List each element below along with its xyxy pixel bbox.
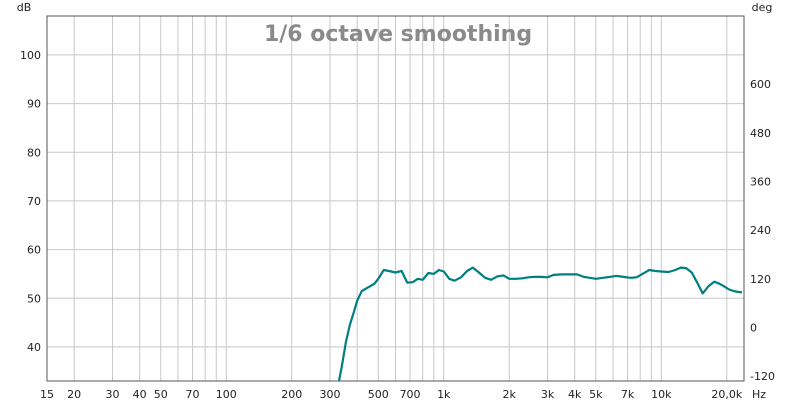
x-tick-label: 7k (621, 388, 635, 401)
y-tick-label: 40 (27, 341, 41, 354)
x-tick-label: 500 (368, 388, 389, 401)
chart-title: 1/6 octave smoothing (264, 22, 532, 47)
x-tick-label: 2k (503, 388, 517, 401)
y-tick-label: 100 (20, 49, 41, 62)
x-tick-label: 40 (133, 388, 147, 401)
tick-labels: 40 50 60 70 80 90 100 -120 0 120 240 360 480 600 15 20 3… (20, 49, 775, 401)
y-tick-label: 50 (27, 292, 41, 305)
plot-frame (46, 15, 745, 382)
x-tick-label: 4k (568, 388, 582, 401)
series-layer (337, 266, 743, 381)
x-tick-label: 700 (400, 388, 421, 401)
x-tick-label: 3k (541, 388, 555, 401)
y-tick-label: 90 (27, 98, 41, 111)
x-tick-label: 300 (320, 388, 341, 401)
x-tick-label: 20,0k (711, 388, 742, 401)
x-tick-label: 1k (437, 388, 451, 401)
y2-tick-label: 120 (750, 273, 771, 286)
y2-tick-label: 480 (750, 127, 771, 140)
y-tick-label: 70 (27, 195, 41, 208)
y2-axis-unit-label: deg (752, 1, 773, 14)
grid (47, 16, 744, 381)
y2-tick-label: 360 (750, 175, 771, 188)
y-tick-label: 60 (27, 244, 41, 257)
y2-tick-label: 600 (750, 78, 771, 91)
y2-tick-label: 0 (750, 321, 757, 334)
x-tick-label: 10k (651, 388, 672, 401)
x-tick-label: 100 (216, 388, 237, 401)
y2-tick-label: 240 (750, 224, 771, 237)
y-tick-label: 80 (27, 146, 41, 159)
series-line (337, 266, 743, 381)
y-axis-unit-label: dB (17, 1, 32, 14)
x-tick-label: 20 (67, 388, 81, 401)
x-tick-label: 200 (281, 388, 302, 401)
y2-tick-label: -120 (750, 370, 775, 383)
x-tick-label: 50 (154, 388, 168, 401)
x-axis-unit-label: Hz (752, 388, 766, 401)
x-tick-label: 30 (105, 388, 119, 401)
x-tick-label: 5k (589, 388, 603, 401)
x-tick-label: 70 (186, 388, 200, 401)
x-tick-label: 15 (40, 388, 54, 401)
